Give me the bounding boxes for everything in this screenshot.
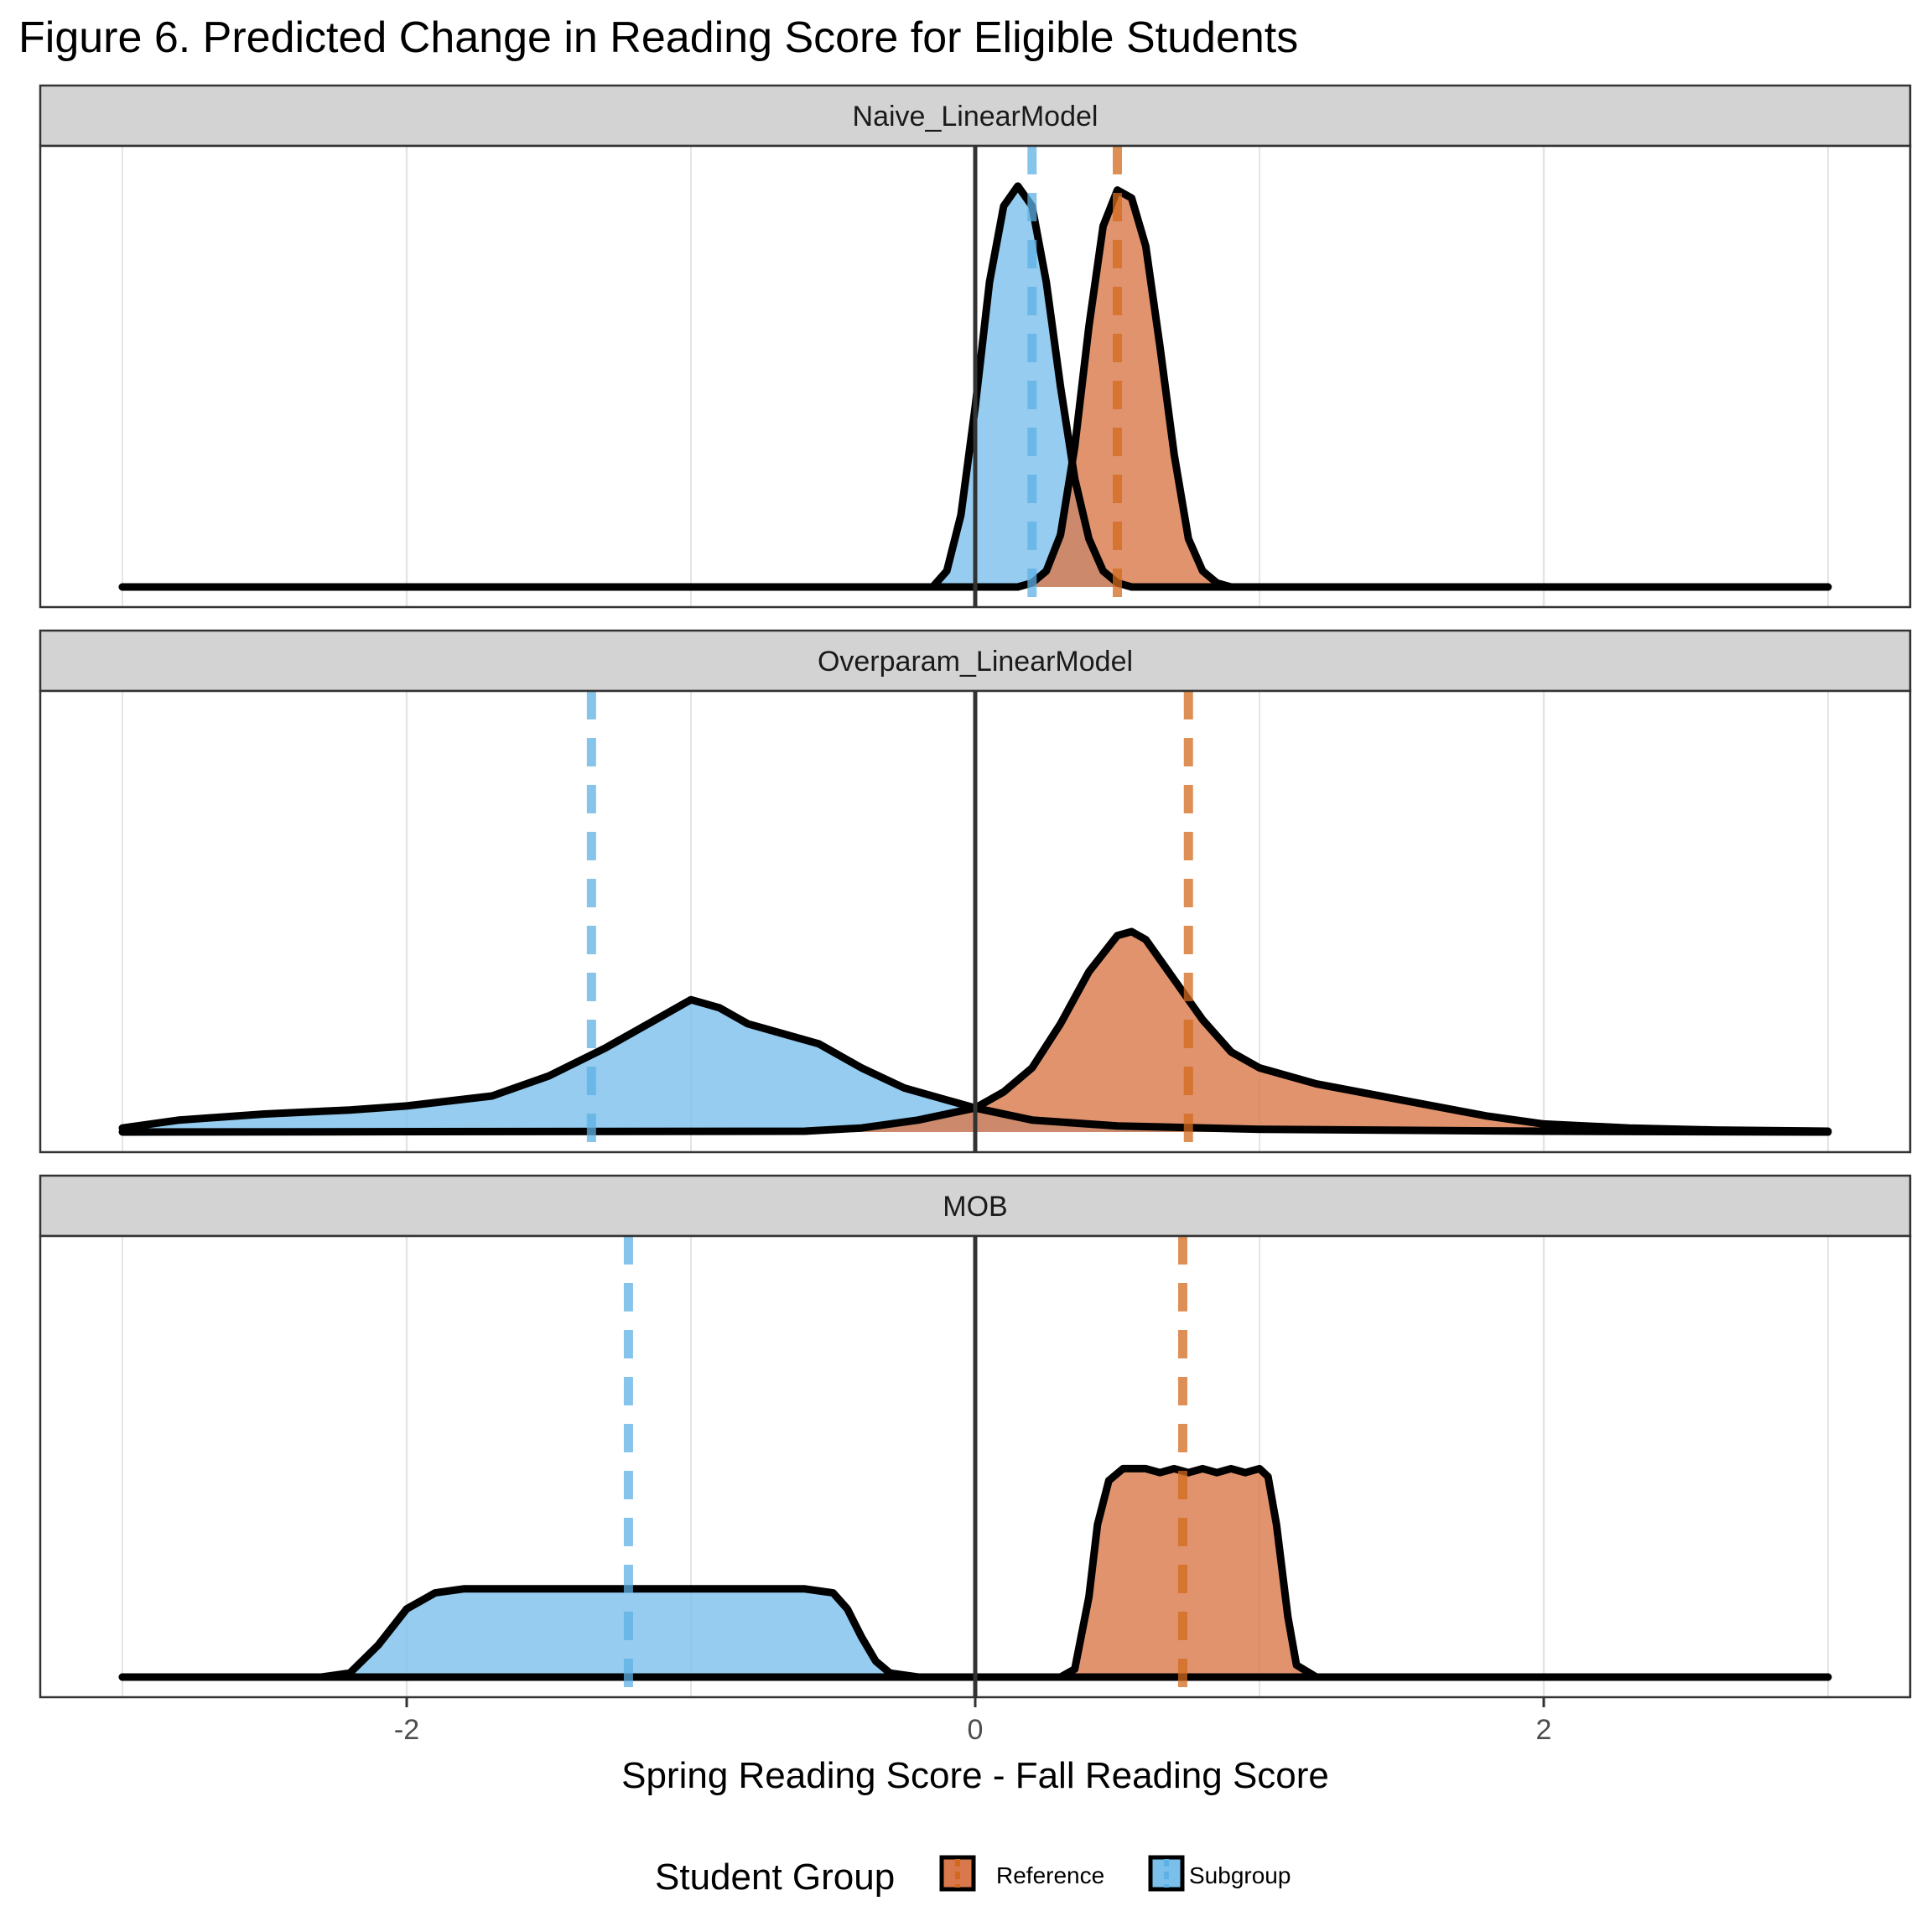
x-tick-label: 0 [968, 1714, 984, 1746]
panels: Naive_LinearModel Overparam_LinearModel MO… [39, 84, 1912, 1699]
density-area-subgroup [122, 1000, 1828, 1132]
density-area-subgroup [122, 1588, 1828, 1677]
chart-title: Figure 6. Predicted Change in Reading Sc… [18, 13, 1298, 62]
legend-label-reference: Reference [996, 1862, 1104, 1888]
x-axis: -2 0 2 [394, 1697, 1552, 1746]
legend-label-subgroup: Subgroup [1189, 1862, 1291, 1888]
legend-key-subgroup [1148, 1855, 1185, 1892]
density-outline-subgroup [118, 1585, 1832, 1681]
facet-label: MOB [943, 1191, 1007, 1223]
x-axis-title: Spring Reading Score - Fall Reading Scor… [621, 1755, 1329, 1796]
density-outline-reference [118, 927, 1832, 1136]
facet-label: Naive_LinearModel [853, 101, 1098, 132]
facet-strip [39, 629, 1912, 693]
legend-key-reference [939, 1855, 976, 1892]
legend: Student Group Reference Subgroup [655, 1855, 1291, 1898]
panel-border [39, 689, 1912, 1154]
facet-strip [39, 84, 1912, 148]
density-outline-reference [118, 186, 1832, 591]
density-outline-reference [118, 1464, 1832, 1681]
x-tick-label: -2 [394, 1714, 419, 1746]
x-tick-label: 2 [1536, 1714, 1552, 1746]
facet-strip [39, 1174, 1912, 1238]
panel-naive-linearmodel: Naive_LinearModel [39, 84, 1912, 609]
panel-border [39, 144, 1912, 609]
panel-overparam-linearmodel: Overparam_LinearModel [39, 629, 1912, 1154]
facet-label: Overparam_LinearModel [818, 646, 1133, 678]
legend-title: Student Group [655, 1857, 895, 1898]
panel-mob: MOB [39, 1174, 1912, 1699]
density-outline-subgroup [118, 995, 1832, 1136]
